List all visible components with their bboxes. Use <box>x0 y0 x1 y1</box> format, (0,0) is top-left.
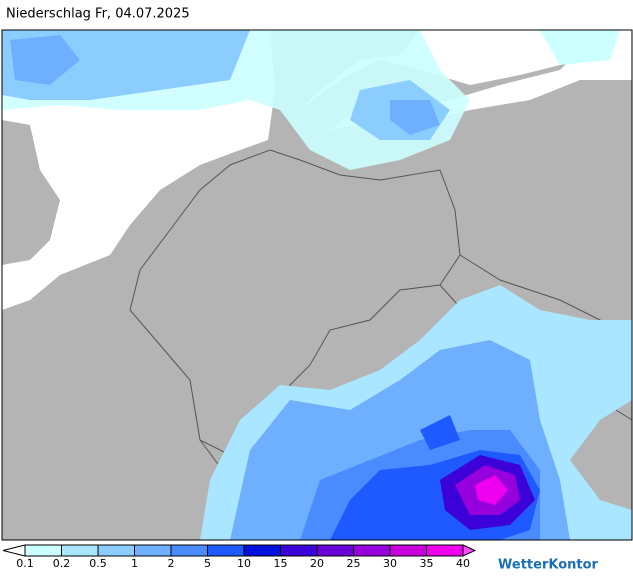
legend-label: 40 <box>456 557 470 570</box>
britain <box>2 120 60 265</box>
legend-label: 25 <box>347 557 361 570</box>
legend-swatch <box>353 544 391 557</box>
legend-swatch <box>24 544 62 557</box>
legend-label: 35 <box>420 557 434 570</box>
legend: 0.1 0.2 0.5 1 2 5 10 15 20 25 30 35 40 <box>2 544 477 570</box>
map-frame <box>1 29 633 541</box>
map-title: Niederschlag Fr, 04.07.2025 <box>6 7 190 22</box>
legend-label: 0.1 <box>16 557 34 570</box>
legend-end <box>462 544 477 557</box>
legend-label: 2 <box>168 557 175 570</box>
legend-swatch <box>170 544 208 557</box>
legend-swatch <box>280 544 318 557</box>
legend-swatch <box>97 544 135 557</box>
brand: WetterKontor <box>498 558 599 573</box>
legend-swatch <box>61 544 99 557</box>
legend-label: 15 <box>274 557 288 570</box>
legend-swatch <box>389 544 427 557</box>
legend-label: 10 <box>237 557 251 570</box>
legend-label: 30 <box>383 557 397 570</box>
legend-label: 0.5 <box>89 557 107 570</box>
baltic-sea <box>300 30 632 110</box>
legend-swatch <box>134 544 172 557</box>
legend-label: 20 <box>310 557 324 570</box>
legend-label: 5 <box>204 557 211 570</box>
legend-swatch <box>243 544 281 557</box>
legend-swatch <box>426 544 464 557</box>
precipitation <box>2 30 632 540</box>
legend-label: 1 <box>131 557 138 570</box>
legend-swatch <box>207 544 245 557</box>
legend-end <box>2 544 26 557</box>
legend-label: 0.2 <box>53 557 71 570</box>
map <box>1 29 633 541</box>
legend-swatch <box>316 544 354 557</box>
